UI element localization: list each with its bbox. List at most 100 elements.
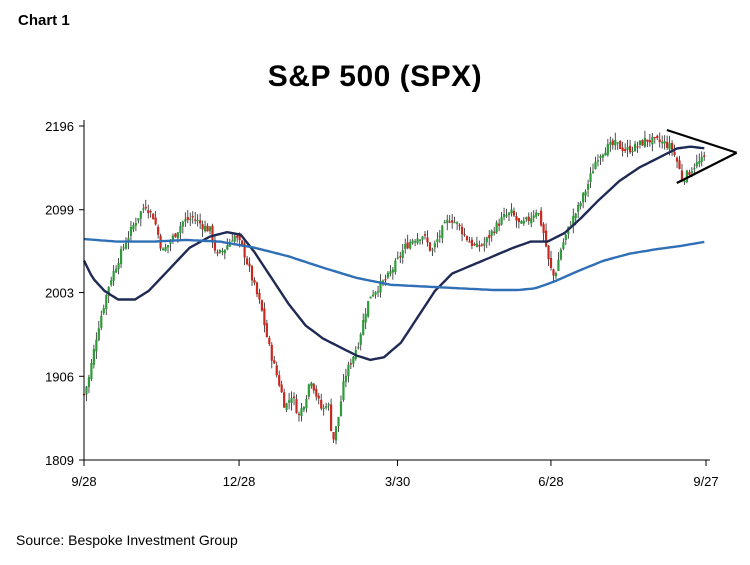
candle-down — [636, 146, 639, 148]
candle-up — [322, 407, 325, 410]
x-tick-label: 3/30 — [385, 474, 410, 489]
candle-up — [396, 257, 399, 259]
x-tick-label: 6/28 — [538, 474, 563, 489]
candle-up — [586, 184, 590, 190]
candle-up — [559, 249, 562, 260]
candle-down — [653, 137, 656, 139]
candle-down — [498, 223, 501, 226]
candle-up — [522, 220, 525, 224]
candle-down — [488, 235, 491, 239]
candle-up — [606, 144, 609, 156]
candle-up — [579, 202, 582, 207]
candle-up — [557, 259, 560, 272]
candle-down — [292, 396, 296, 399]
candle-down — [241, 240, 244, 245]
candle-up — [596, 160, 600, 162]
candle-up — [535, 212, 538, 217]
candle-up — [142, 208, 145, 210]
candle-up — [554, 273, 558, 277]
candle-down — [648, 140, 651, 143]
y-tick-label: 2196 — [45, 119, 74, 134]
candle-up — [638, 140, 642, 145]
candle-up — [305, 398, 308, 409]
candle-down — [542, 224, 545, 234]
candle-up — [663, 141, 666, 144]
candle-up — [226, 245, 229, 250]
candle-down — [670, 142, 674, 150]
candle-down — [238, 235, 241, 241]
triangle-pattern-layer — [666, 128, 738, 184]
candle-down — [157, 226, 160, 235]
candle-down — [460, 226, 464, 235]
candle-up — [203, 225, 207, 232]
candle-up — [530, 218, 533, 224]
candle-down — [320, 399, 323, 409]
candle-up — [181, 221, 184, 227]
candle-up — [591, 171, 595, 174]
candle-up — [90, 362, 93, 380]
moving-average-short-line — [82, 145, 705, 362]
candle-up — [223, 249, 226, 254]
candle-down — [149, 211, 152, 213]
candle-up — [483, 243, 486, 246]
candle-up — [369, 296, 372, 299]
candle-down — [517, 218, 520, 223]
candle-down — [275, 365, 278, 376]
candle-down — [552, 269, 555, 276]
candle-up — [310, 382, 313, 387]
candle-up — [475, 243, 478, 247]
candle-up — [594, 161, 597, 170]
candle-down — [263, 308, 266, 326]
candle-down — [451, 220, 454, 223]
candle-up — [633, 143, 637, 152]
candle-down — [473, 244, 476, 246]
candle-down — [144, 206, 147, 209]
candle-down — [253, 279, 256, 283]
candle-down — [258, 292, 261, 300]
candle-up — [651, 136, 654, 145]
candle-up — [438, 235, 441, 238]
candle-up — [184, 219, 187, 222]
candle-down — [265, 323, 268, 338]
candle-up — [107, 286, 110, 296]
candle-up — [347, 364, 350, 377]
candle-up — [389, 271, 392, 274]
candle-down — [673, 151, 676, 156]
candle-up — [122, 247, 125, 249]
candle-down — [448, 221, 451, 223]
candle-up — [693, 168, 696, 170]
candle-down — [406, 242, 409, 249]
candle-down — [270, 344, 273, 361]
candle-up — [357, 347, 360, 349]
candle-down — [703, 155, 706, 157]
candle-down — [332, 432, 335, 440]
candle-down — [470, 239, 474, 246]
candle-up — [401, 250, 404, 258]
candle-up — [290, 397, 293, 403]
candle-up — [221, 250, 224, 253]
candle-up — [418, 239, 422, 241]
candle-down — [199, 220, 202, 224]
candle-down — [248, 263, 251, 267]
candle-down — [216, 252, 219, 254]
candle-down — [527, 216, 530, 222]
candle-down — [260, 300, 264, 311]
candle-up — [367, 301, 370, 317]
triangle-upper-line — [666, 128, 738, 154]
candle-down — [656, 135, 659, 139]
candle-up — [325, 405, 328, 408]
candle-up — [179, 226, 182, 233]
candle-up — [337, 417, 340, 427]
candle-down — [152, 213, 155, 220]
source-note: Source: Bespoke Investment Group — [16, 532, 238, 548]
candle-down — [186, 216, 189, 221]
candle-up — [166, 245, 170, 248]
candle-down — [512, 210, 516, 216]
candle-up — [112, 270, 115, 281]
candle-up — [490, 230, 493, 236]
candle-up — [132, 224, 135, 230]
candle-up — [409, 242, 412, 249]
candle-down — [468, 241, 471, 243]
candle-up — [537, 212, 540, 215]
candle-down — [493, 231, 496, 234]
